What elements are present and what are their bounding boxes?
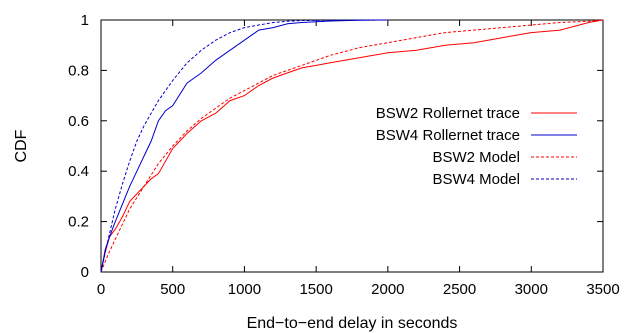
plot-frame	[100, 19, 604, 273]
y-tick-label: 0.6	[68, 113, 89, 130]
x-tick-label: 500	[160, 281, 185, 298]
series-line-bsw2-rollernet-trace	[100, 19, 604, 273]
series-line-bsw4-model	[100, 19, 388, 273]
y-axis-label: CDF	[13, 129, 30, 162]
x-tick-label: 0	[97, 281, 105, 298]
y-axis-ticks: 0 0.2 0.4 0.6 0.8 1	[68, 12, 603, 281]
legend-label: BSW4 Model	[432, 171, 520, 188]
x-axis-label: End−to−end delay in seconds	[247, 315, 458, 332]
y-tick-label: 1	[81, 12, 89, 29]
y-tick-label: 0.4	[68, 163, 89, 180]
series-line-bsw2-model	[100, 19, 604, 273]
x-axis-ticks: 0 500 1000 1500 2000 2500 3000 3500	[97, 20, 620, 298]
x-tick-label: 1000	[228, 281, 261, 298]
y-tick-label: 0.2	[68, 214, 89, 231]
x-tick-label: 2000	[371, 281, 404, 298]
series-layer	[100, 19, 604, 273]
legend-label: BSW4 Rollernet trace	[376, 127, 520, 144]
y-tick-label: 0	[81, 264, 89, 281]
legend: BSW2 Rollernet trace BSW4 Rollernet trace…	[376, 105, 577, 188]
plot-border	[100, 19, 604, 273]
x-tick-label: 3000	[515, 281, 548, 298]
legend-label: BSW2 Rollernet trace	[376, 105, 520, 122]
x-tick-label: 2500	[443, 281, 476, 298]
series-line-bsw4-rollernet-trace	[100, 19, 388, 273]
legend-label: BSW2 Model	[432, 149, 520, 166]
x-tick-label: 3500	[586, 281, 619, 298]
x-tick-label: 1500	[299, 281, 332, 298]
y-tick-label: 0.8	[68, 62, 89, 79]
